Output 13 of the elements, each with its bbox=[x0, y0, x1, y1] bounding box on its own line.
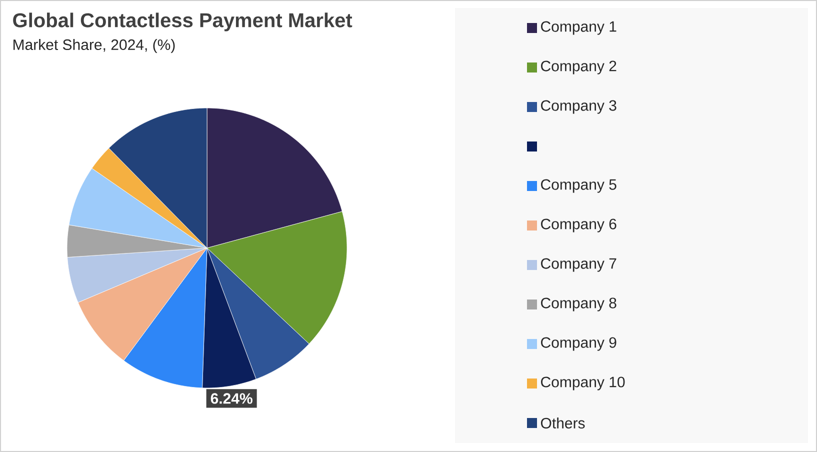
legend-label: Company 9 bbox=[541, 337, 616, 351]
legend-label: Company 5 bbox=[541, 179, 616, 193]
data-label: 6.24% bbox=[210, 393, 252, 404]
legend-label: Company 7 bbox=[541, 258, 616, 272]
legend-label: Company 8 bbox=[541, 298, 616, 312]
legend-label: Company 3 bbox=[541, 100, 616, 114]
text: Market Share, 2024, (%) bbox=[14, 39, 175, 53]
legend-label: Company 1 bbox=[541, 21, 616, 35]
chart-title: Global Contactless Payment Market bbox=[13, 12, 352, 32]
legend-label: Others bbox=[540, 417, 585, 428]
legend-label: Company 6 bbox=[541, 218, 616, 232]
legend-label: Company 10 bbox=[541, 376, 625, 390]
legend-label: Company 2 bbox=[541, 60, 616, 74]
